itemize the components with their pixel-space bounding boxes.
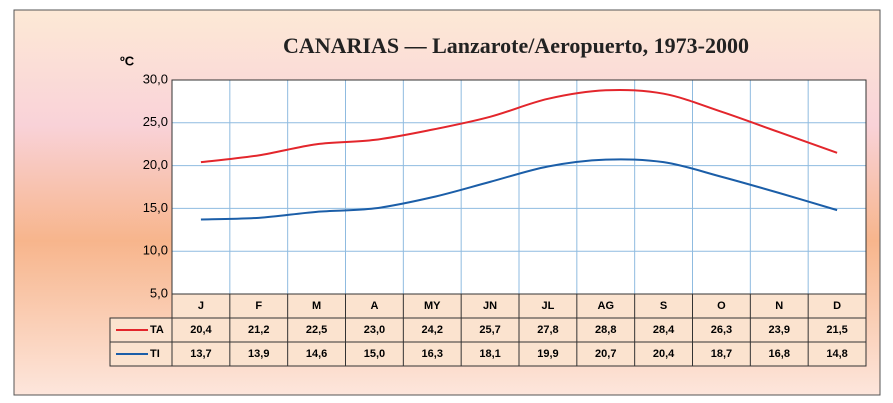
data-label: 20,4: [653, 348, 675, 360]
y-axis-label: ºC: [120, 53, 135, 68]
data-label: 16,3: [422, 348, 443, 360]
table-row: [109, 341, 867, 367]
table-row: [109, 317, 867, 343]
data-label: 21,5: [826, 324, 847, 336]
data-label: 23,0: [364, 324, 385, 336]
x-tick-label: JL: [541, 300, 554, 312]
data-label: 28,8: [595, 324, 616, 336]
legend-label: TA: [150, 324, 164, 336]
y-tick-label: 15,0: [143, 200, 168, 215]
y-tick-label: 10,0: [143, 243, 168, 258]
x-tick-label: S: [660, 300, 667, 312]
data-label: 14,6: [306, 348, 327, 360]
y-tick-label: 25,0: [143, 114, 168, 129]
data-label: 21,2: [248, 324, 269, 336]
data-label: 15,0: [364, 348, 385, 360]
data-label: 24,2: [422, 324, 443, 336]
data-label: 26,3: [711, 324, 732, 336]
y-tick-label: 20,0: [143, 157, 168, 172]
data-label: 20,7: [595, 348, 616, 360]
legend-label: TI: [150, 348, 160, 360]
data-label: 13,7: [190, 348, 211, 360]
chart-title: CANARIAS — Lanzarote/Aeropuerto, 1973-20…: [283, 33, 749, 58]
data-label: 28,4: [653, 324, 675, 336]
x-tick-label: A: [370, 300, 378, 312]
x-tick-label: J: [198, 300, 204, 312]
x-tick-label: MY: [424, 300, 441, 312]
data-label: 19,9: [537, 348, 558, 360]
x-tick-label: JN: [483, 300, 497, 312]
data-label: 27,8: [537, 324, 558, 336]
y-tick-label: 5,0: [150, 285, 168, 300]
x-tick-label: O: [717, 300, 726, 312]
data-label: 22,5: [306, 324, 327, 336]
x-tick-label: M: [312, 300, 321, 312]
data-label: 13,9: [248, 348, 269, 360]
data-label: 18,1: [479, 348, 500, 360]
data-label: 25,7: [479, 324, 500, 336]
x-tick-label: D: [833, 300, 841, 312]
x-tick-label: N: [775, 300, 783, 312]
data-label: 16,8: [769, 348, 790, 360]
x-tick-label: F: [255, 300, 262, 312]
y-tick-label: 30,0: [143, 71, 168, 86]
line-series: [200, 158, 838, 221]
data-label: 18,7: [711, 348, 732, 360]
line-series: [200, 88, 838, 164]
x-tick-label: AG: [598, 300, 615, 312]
data-label: 14,8: [826, 348, 847, 360]
data-label: 20,4: [190, 324, 212, 336]
data-label: 23,9: [769, 324, 790, 336]
